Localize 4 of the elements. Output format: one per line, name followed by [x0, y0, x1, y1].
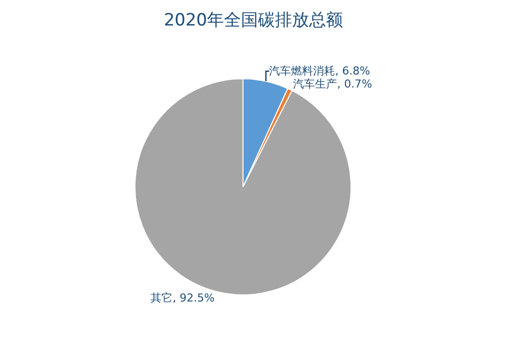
slice-label: 其它, 92.5%: [150, 292, 215, 304]
slice-label: 汽车燃料消耗, 6.8%: [269, 64, 370, 78]
slice-label: 汽车生产, 0.7%: [293, 78, 372, 91]
chart-title: 2020年全国碳排放总额: [164, 10, 344, 30]
